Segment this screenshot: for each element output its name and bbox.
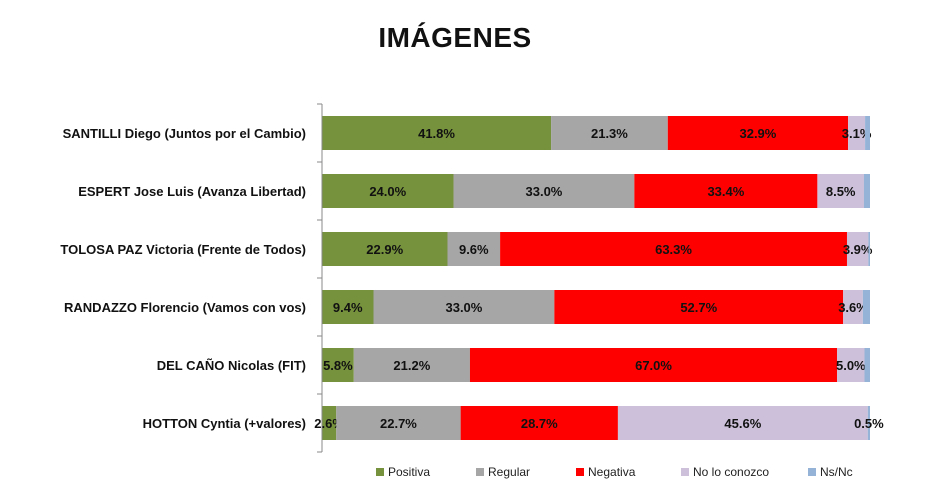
data-label: 3.1% <box>842 126 872 141</box>
bar-segment <box>336 406 461 440</box>
data-label: 24.0% <box>369 184 406 199</box>
data-label: 9.4% <box>333 300 363 315</box>
bar-segment <box>322 290 374 324</box>
bar-segment <box>322 116 552 150</box>
bar-segment <box>447 232 501 266</box>
bar-segment <box>322 232 448 266</box>
data-label: 33.0% <box>445 300 482 315</box>
legend-swatch <box>681 468 689 476</box>
bar-segment <box>843 290 863 324</box>
bar-segment <box>865 116 870 150</box>
legend-label: Negativa <box>588 465 636 479</box>
legend-swatch <box>476 468 484 476</box>
category-label: RANDAZZO Florencio (Vamos con vos) <box>64 300 306 315</box>
chart-title: IMÁGENES <box>378 22 532 53</box>
bar-segment <box>500 232 847 266</box>
bar-segment <box>617 406 868 440</box>
data-label: 32.9% <box>739 126 776 141</box>
category-label: SANTILLI Diego (Juntos por el Cambio) <box>63 126 306 141</box>
data-label: 21.3% <box>591 126 628 141</box>
data-label: 33.4% <box>707 184 744 199</box>
legend-label: Regular <box>488 465 530 479</box>
legend-label: No lo conozco <box>693 465 769 479</box>
data-label: 67.0% <box>635 358 672 373</box>
legend-swatch <box>808 468 816 476</box>
bar-segment <box>846 232 869 266</box>
data-label: 8.5% <box>826 184 856 199</box>
bar-segment <box>353 348 470 382</box>
bar-segment <box>634 174 818 208</box>
bar-segment <box>863 174 870 208</box>
data-label: 45.6% <box>724 416 761 431</box>
bar-segment <box>868 232 870 266</box>
bar-segment <box>837 348 865 382</box>
bar-segment <box>373 290 555 324</box>
bar-segment <box>322 348 354 382</box>
data-label: 5.0% <box>836 358 866 373</box>
data-label: 3.9% <box>843 242 873 257</box>
bar-segment <box>864 348 870 382</box>
bar-segment <box>460 406 618 440</box>
data-label: 63.3% <box>655 242 692 257</box>
bar-segment <box>848 116 866 150</box>
bar-segment <box>554 290 844 324</box>
data-label: 22.9% <box>366 242 403 257</box>
data-label: 21.2% <box>393 358 430 373</box>
category-label: HOTTON Cyntia (+valores) <box>143 416 306 431</box>
data-label: 28.7% <box>521 416 558 431</box>
legend-swatch <box>576 468 584 476</box>
bar-segment <box>867 406 870 440</box>
bar-segment <box>667 116 849 150</box>
category-label: TOLOSA PAZ Victoria (Frente de Todos) <box>60 242 306 257</box>
data-label: 3.6% <box>838 300 868 315</box>
legend-label: Positiva <box>388 465 430 479</box>
bar-segment <box>322 406 337 440</box>
legend-swatch <box>376 468 384 476</box>
data-label: 5.8% <box>323 358 353 373</box>
bar-segment <box>322 174 454 208</box>
data-label: 52.7% <box>680 300 717 315</box>
data-label: 22.7% <box>380 416 417 431</box>
data-label: 33.0% <box>526 184 563 199</box>
bar-segment <box>551 116 668 150</box>
data-label: 41.8% <box>418 126 455 141</box>
legend-label: Ns/Nc <box>820 465 853 479</box>
data-label: 0.5% <box>854 416 884 431</box>
bar-segment <box>862 290 870 324</box>
bar-segment <box>453 174 635 208</box>
category-label: DEL CAÑO Nicolas (FIT) <box>157 358 306 373</box>
category-label: ESPERT Jose Luis (Avanza Libertad) <box>78 184 306 199</box>
data-label: 9.6% <box>459 242 489 257</box>
bar-segment <box>469 348 838 382</box>
bar-segment <box>817 174 864 208</box>
